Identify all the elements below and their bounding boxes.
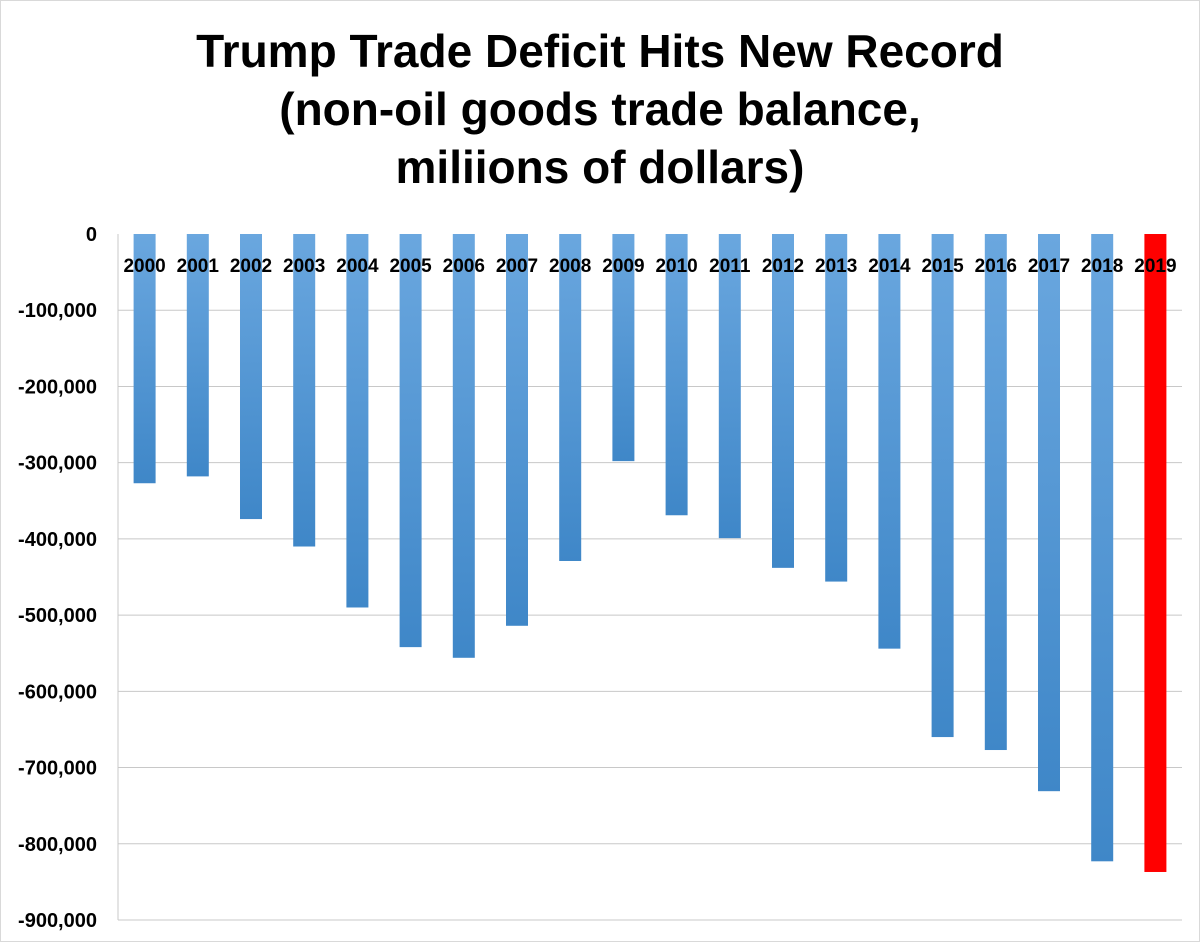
- bar-2013: [825, 234, 848, 582]
- y-axis-tick-labels: 0 -100,000 -200,000 -300,000 -400,000 -500,00…: [18, 224, 97, 932]
- y-tick-label: -400,000: [18, 529, 97, 551]
- category-label: 2000: [123, 256, 165, 277]
- bar-2011: [718, 234, 741, 539]
- chart-title-line-3: miliions of dollars): [395, 141, 805, 193]
- y-tick-label: -200,000: [18, 376, 97, 398]
- bar-2017: [1038, 234, 1060, 792]
- y-tick-label: -800,000: [18, 834, 97, 856]
- category-label: 2001: [177, 256, 220, 277]
- bar-2010: [665, 234, 688, 516]
- bar-2015: [931, 234, 954, 738]
- category-label: 2011: [709, 256, 751, 277]
- bar-2006: [452, 234, 475, 658]
- chart-title-line-1: Trump Trade Deficit Hits New Record: [196, 25, 1004, 77]
- bar-2008: [559, 234, 582, 561]
- bar-2005: [399, 234, 422, 648]
- category-label: 2017: [1028, 256, 1070, 277]
- y-tick-label: -100,000: [18, 300, 97, 322]
- bar-2001: [186, 234, 209, 477]
- category-label: 2003: [283, 256, 325, 277]
- y-tick-label: -700,000: [18, 758, 97, 780]
- category-label: 2012: [762, 256, 804, 277]
- category-label: 2015: [921, 256, 964, 277]
- y-tick-label: -500,000: [18, 605, 97, 627]
- category-label: 2009: [602, 256, 644, 277]
- bar-2002: [240, 234, 262, 520]
- y-tick-label: -600,000: [18, 681, 97, 703]
- bar-2018: [1091, 234, 1114, 862]
- bar-2016: [984, 234, 1007, 751]
- chart-title-line-2: (non-oil goods trade balance,: [279, 83, 921, 135]
- category-label: 2007: [496, 256, 538, 277]
- bar-2019: [1144, 234, 1167, 872]
- bar-2007: [506, 234, 528, 626]
- category-labels: 2000 2001 2002 2003 2004 2005 2006 2007 2008 2009…: [123, 256, 1176, 277]
- category-label: 2013: [815, 256, 857, 277]
- bar-2014: [878, 234, 901, 649]
- chart-title: Trump Trade Deficit Hits New Record (non…: [0, 22, 1200, 196]
- category-label: 2019: [1134, 256, 1176, 277]
- y-tick-label: -300,000: [18, 453, 97, 475]
- category-label: 2016: [975, 256, 1017, 277]
- bar-2004: [346, 234, 369, 608]
- category-label: 2002: [230, 256, 272, 277]
- category-label: 2004: [336, 256, 379, 277]
- bar-2012: [772, 234, 794, 568]
- bars: [133, 234, 1167, 872]
- category-label: 2010: [655, 256, 697, 277]
- y-tick-label: -900,000: [18, 910, 97, 932]
- category-label: 2006: [443, 256, 485, 277]
- category-label: 2008: [549, 256, 591, 277]
- category-label: 2014: [868, 256, 911, 277]
- y-tick-label: 0: [86, 224, 97, 246]
- bar-2003: [293, 234, 316, 547]
- gridlines: [117, 234, 1182, 921]
- category-label: 2018: [1081, 256, 1123, 277]
- bar-2009: [612, 234, 635, 462]
- bar-2000: [133, 234, 156, 484]
- category-label: 2005: [389, 256, 432, 277]
